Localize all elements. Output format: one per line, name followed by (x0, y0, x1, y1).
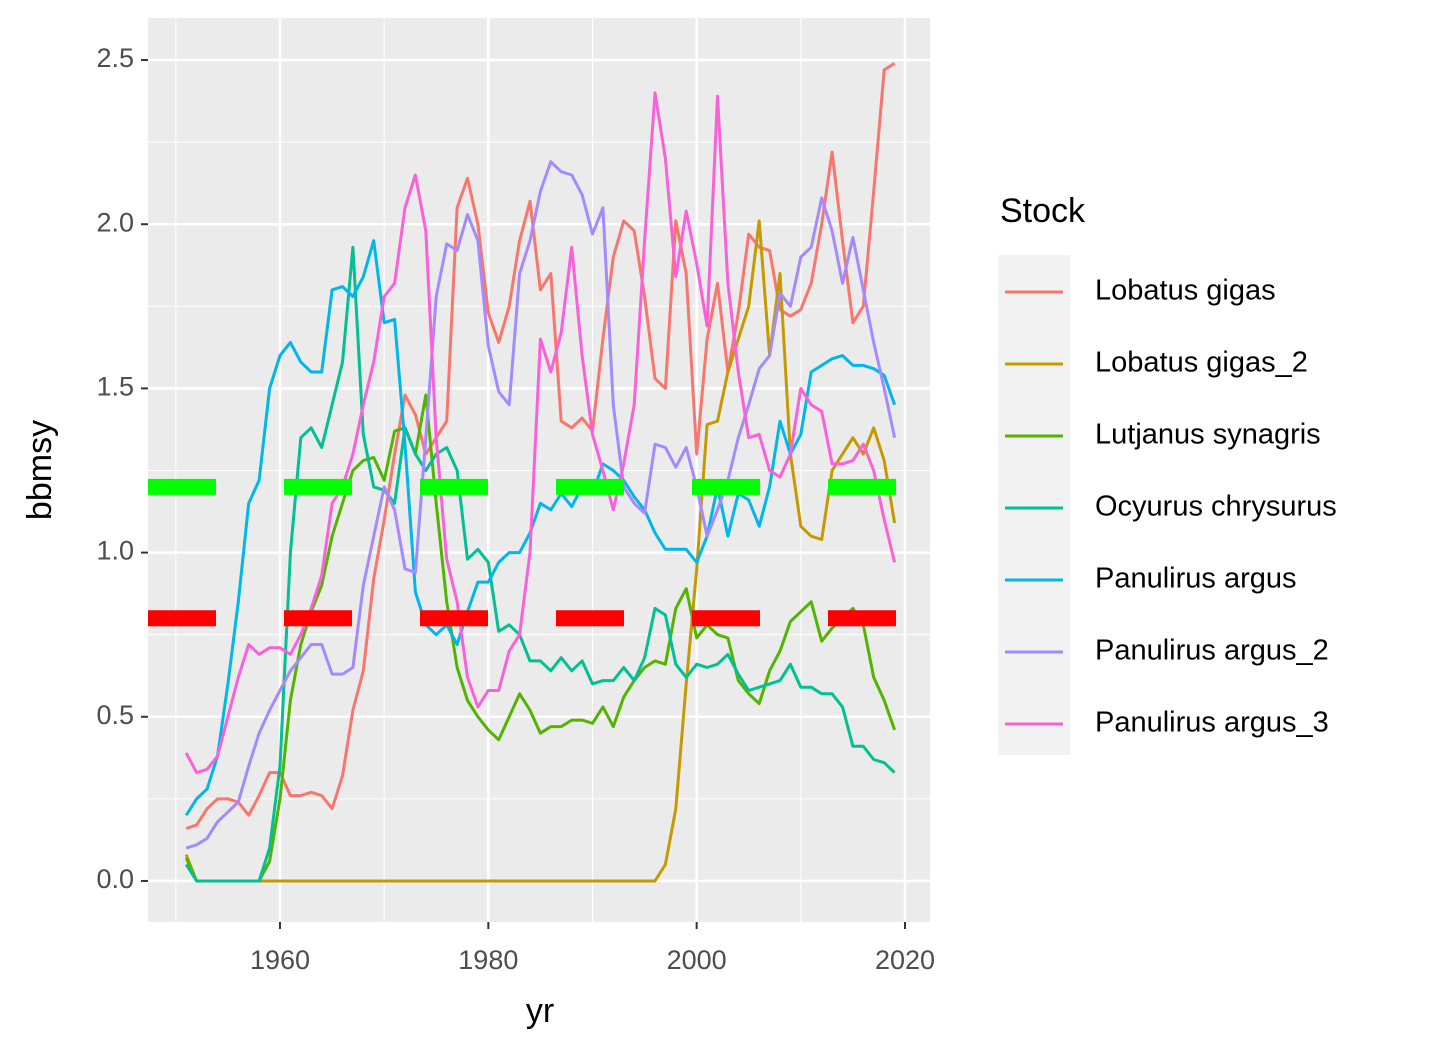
legend-title: Stock (1000, 192, 1086, 230)
series-line (184, 393, 897, 883)
legend-key-bg (998, 255, 1070, 755)
x-axis-title: yr (526, 992, 554, 1030)
series-line (184, 219, 897, 883)
legend-label: Lobatus gigas_2 (1095, 347, 1308, 379)
x-tick-label: 1960 (250, 945, 310, 975)
y-tick-label: 0.0 (96, 864, 134, 894)
series-line (185, 160, 897, 850)
legend-label: Ocyurus chrysurus (1095, 491, 1337, 523)
y-tick-label: 2.5 (96, 43, 134, 73)
legend-label: Panulirus argus_3 (1095, 707, 1329, 739)
series-line (184, 239, 897, 817)
y-tick-label: 2.0 (96, 207, 134, 237)
x-tick-label: 2000 (667, 945, 727, 975)
y-tick-label: 0.5 (96, 700, 134, 730)
legend-label: Lobatus gigas (1095, 275, 1276, 307)
series-line (184, 245, 896, 883)
y-axis-title: bbmsy (21, 420, 59, 520)
y-tick-label: 1.0 (96, 536, 134, 566)
legend-label: Panulirus argus_2 (1095, 635, 1329, 667)
legend-label: Panulirus argus (1095, 563, 1297, 595)
legend-label: Lutjanus synagris (1095, 419, 1321, 451)
y-tick-label: 1.5 (96, 372, 134, 402)
x-tick-label: 1980 (458, 945, 518, 975)
x-tick-label: 2020 (875, 945, 935, 975)
